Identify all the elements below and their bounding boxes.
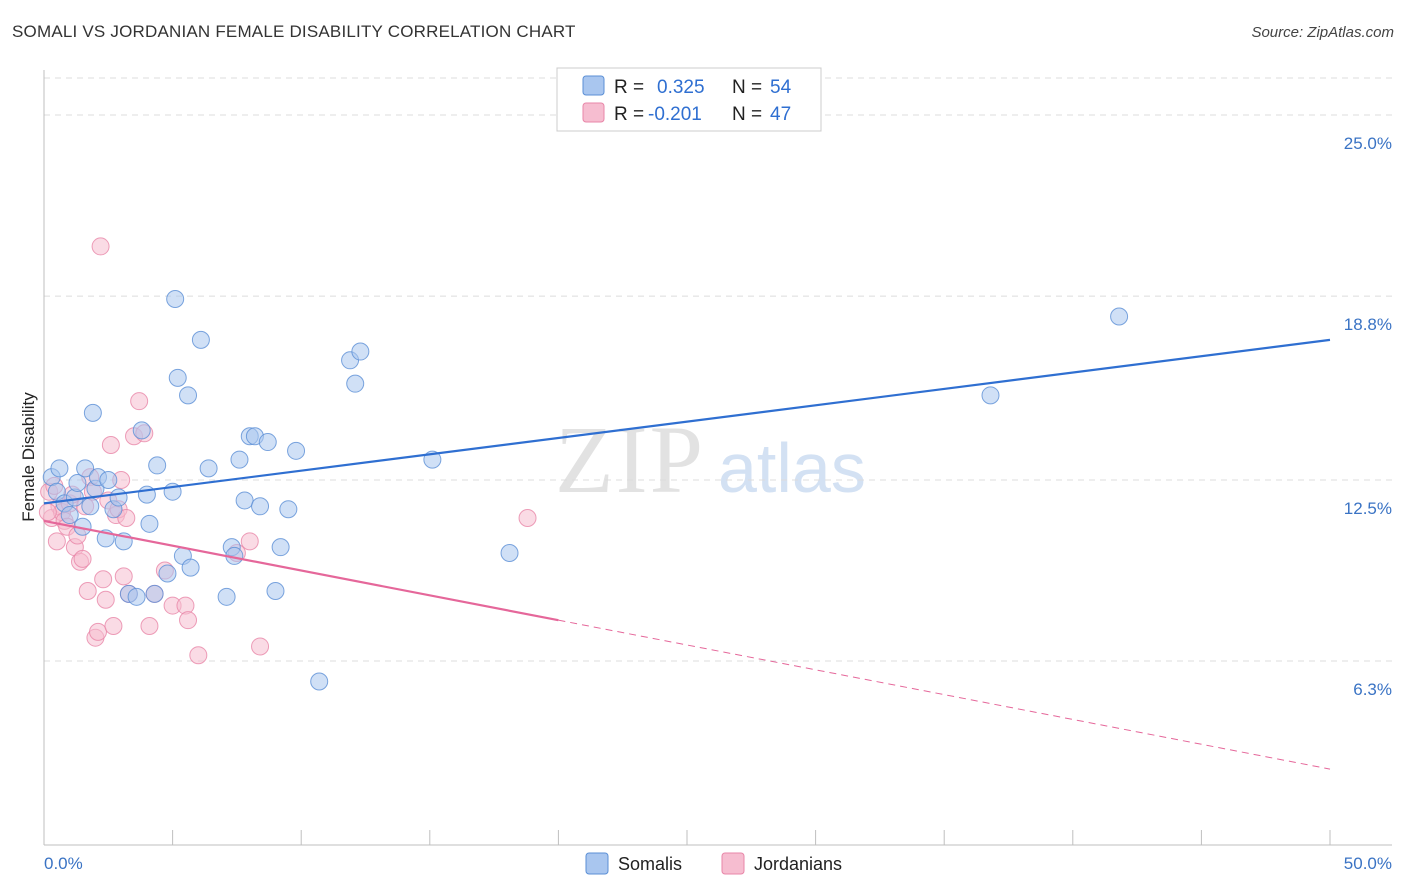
jordanian-point-40 [179, 611, 198, 630]
somali-point-49 [346, 374, 365, 393]
somali-trend-line [43, 338, 1331, 505]
somali-point-8 [76, 459, 95, 478]
somali-point-9 [81, 497, 100, 516]
jordanian-point-15 [78, 581, 97, 600]
somali-point-14 [99, 471, 118, 490]
somali-point-43 [266, 581, 285, 600]
somali-point-27 [166, 289, 185, 308]
series-legend-swatch-somali [585, 852, 609, 875]
somali-point-50 [351, 342, 370, 361]
somali-point-31 [181, 558, 200, 577]
somali-point-23 [145, 584, 164, 603]
somali-point-25 [158, 564, 177, 583]
somali-point-19 [127, 587, 146, 606]
somali-point-41 [251, 497, 270, 516]
jordanian-point-24 [101, 435, 120, 454]
x-tick-label-right: 50.0% [1344, 854, 1392, 873]
jordanian-point-30 [117, 508, 136, 527]
series-legend-swatch-jordanian [721, 852, 745, 875]
watermark-zip: ZIP [555, 406, 705, 513]
jordanian-point-41 [189, 646, 208, 665]
y-tick-labels: 6.3% 12.5% 18.8% 25.0% [1344, 134, 1392, 699]
series-legend-label-jordanian: Jordanians [754, 854, 842, 874]
somali-point-32 [191, 330, 210, 349]
jordanian-point-44 [251, 637, 270, 656]
somali-point-52 [500, 544, 519, 563]
x-tick-label-left: 0.0% [44, 854, 83, 873]
somali-points [42, 289, 1129, 691]
somali-point-30 [179, 386, 198, 405]
source-label: Source: ZipAtlas.com [1251, 24, 1394, 41]
somali-point-28 [168, 368, 187, 387]
somali-point-16 [109, 488, 128, 507]
somali-point-24 [148, 456, 167, 475]
series-legend: Somalis Jordanians [585, 852, 842, 875]
chart-title: SOMALI VS JORDANIAN FEMALE DISABILITY CO… [12, 22, 576, 41]
somali-point-10 [83, 403, 102, 422]
trend-lines [43, 338, 1331, 770]
jordanian-point-21 [94, 570, 113, 589]
jordanian-point-43 [240, 532, 259, 551]
somali-point-45 [279, 500, 298, 519]
somali-point-54 [1110, 307, 1129, 326]
series-legend-label-somali: Somalis [618, 854, 682, 874]
y-tick-label-2: 18.8% [1344, 315, 1392, 334]
legend-somali-r-label: R = [614, 77, 644, 98]
axes [43, 70, 1392, 846]
legend-swatch-somali [582, 75, 605, 96]
somali-point-21 [132, 421, 151, 440]
y-tick-label-3: 25.0% [1344, 134, 1392, 153]
jordanian-point-20 [91, 237, 110, 256]
gridlines [44, 77, 1392, 662]
legend-jordanian-n-value: 47 [770, 104, 791, 125]
jordanian-trend-line [43, 519, 559, 622]
somali-point-33 [199, 459, 218, 478]
jordanian-point-39 [176, 596, 195, 615]
somali-point-53 [981, 386, 1000, 405]
legend-somali-r-value: 0.325 [657, 77, 705, 98]
legend-jordanian-r-label: R = [614, 104, 644, 125]
somali-point-6 [68, 473, 87, 492]
somali-point-34 [217, 587, 236, 606]
jordanian-point-25 [104, 617, 123, 636]
legend-jordanian-r-value: -0.201 [648, 104, 702, 125]
jordanian-point-45 [518, 508, 537, 527]
somali-point-2 [50, 459, 69, 478]
watermark-atlas: atlas [718, 429, 866, 507]
y-axis-label: Female Disability [19, 392, 38, 522]
somali-point-4 [60, 506, 79, 525]
legend-jordanian-n-label: N = [732, 104, 762, 125]
legend-swatch-jordanian [582, 102, 605, 123]
somali-point-5 [65, 488, 84, 507]
somali-point-38 [235, 491, 254, 510]
y-tick-label-0: 6.3% [1353, 680, 1392, 699]
somali-point-44 [271, 538, 290, 557]
jordanian-point-22 [96, 590, 115, 609]
stats-legend: R = 0.325 N = 54 R = -0.201 N = 47 [556, 67, 822, 132]
jordanian-point-19 [89, 622, 108, 641]
somali-point-42 [258, 433, 277, 452]
jordanian-trend-line-extension [558, 619, 1331, 770]
jordanian-point-35 [140, 617, 159, 636]
y-tick-label-1: 12.5% [1344, 499, 1392, 518]
x-ticks [43, 830, 1331, 845]
jordanian-point-29 [114, 567, 133, 586]
jordanian-point-46 [38, 503, 57, 522]
jordanian-point-13 [73, 549, 92, 568]
somali-point-46 [287, 441, 306, 460]
legend-somali-n-label: N = [732, 77, 762, 98]
legend-somali-n-value: 54 [770, 77, 792, 98]
jordanian-point-3 [47, 532, 66, 551]
somali-point-47 [310, 672, 329, 691]
jordanian-point-33 [130, 392, 149, 411]
somali-point-22 [140, 514, 159, 533]
somali-point-37 [230, 450, 249, 469]
